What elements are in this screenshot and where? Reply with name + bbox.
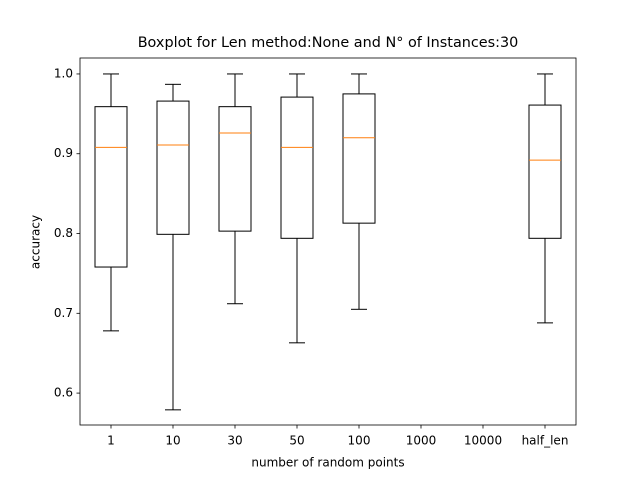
y-axis-label: accuracy <box>29 215 43 269</box>
x-tick-label: 50 <box>289 434 304 448</box>
x-tick-label: 1000 <box>406 434 437 448</box>
box <box>218 106 252 232</box>
box <box>280 96 314 239</box>
x-tick-label: 10 <box>165 434 180 448</box>
x-tick-label: 1 <box>107 434 115 448</box>
x-tick-label: 30 <box>227 434 242 448</box>
plot-frame <box>79 57 577 426</box>
box <box>342 93 376 224</box>
y-tick-label: 0.9 <box>54 146 73 160</box>
box <box>94 106 128 268</box>
x-axis-label: number of random points <box>251 456 404 470</box>
box <box>156 100 190 235</box>
box <box>528 104 562 239</box>
y-tick-label: 1.0 <box>54 66 73 80</box>
y-tick-label: 0.8 <box>54 226 73 240</box>
y-tick-label: 0.6 <box>54 386 73 400</box>
x-tick-label: 10000 <box>464 434 502 448</box>
y-tick-label: 0.7 <box>54 306 73 320</box>
x-tick-label: 100 <box>348 434 371 448</box>
chart-title: Boxplot for Len method:None and N° of In… <box>138 35 519 51</box>
x-tick-label: half_len <box>522 434 569 448</box>
